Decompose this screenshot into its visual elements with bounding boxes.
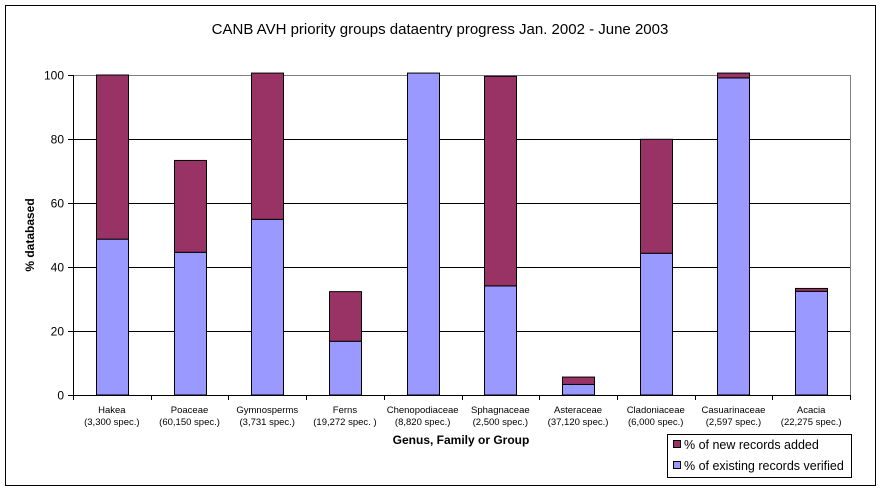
- bar-chenopodiaceae-existing-verified: [407, 72, 440, 396]
- y-axis-title: % databased: [23, 198, 37, 271]
- x-tick-label-ferns: Ferns: [333, 405, 358, 416]
- bar-ferns-existing-verified: [329, 340, 362, 396]
- legend-label-new-records: % of new records added: [684, 438, 819, 452]
- bar-poaceae-existing-verified: [174, 251, 207, 396]
- x-tick-sublabel-gymnosperms: (3,731 spec.): [240, 417, 295, 428]
- legend-swatch-existing-verified: [673, 461, 681, 469]
- y-tick-label-20: 20: [51, 325, 65, 339]
- x-axis-title: Genus, Family or Group: [393, 433, 530, 447]
- bar-hakea-existing-verified: [96, 238, 129, 396]
- legend-swatch-new-records: [673, 440, 681, 448]
- x-tick-sublabel-casuarinaceae: (2,597 spec.): [706, 417, 761, 428]
- x-tick-label-acacia: Acacia: [797, 405, 826, 416]
- axes: 0 20 40 60 80 100: [44, 69, 851, 403]
- bar-casuarinaceae-existing-verified: [717, 77, 750, 396]
- y-tick-label-80: 80: [51, 133, 65, 147]
- x-tick-label-sphagnaceae: Sphagnaceae: [471, 405, 530, 416]
- x-tick-label-cladoniaceae: Cladoniaceae: [627, 405, 685, 416]
- bar-cladoniaceae-new-records: [640, 138, 673, 254]
- x-tick-sublabel-acacia: (22,275 spec.): [781, 417, 842, 428]
- x-tick-label-hakea: Hakea: [98, 405, 126, 416]
- bar-hakea-new-records: [96, 74, 129, 240]
- x-tick-sublabel-chenopodiaceae: (8,820 spec.): [395, 417, 450, 428]
- y-tick-label-60: 60: [51, 197, 65, 211]
- x-tick-sublabel-sphagnaceae: (2,500 spec.): [473, 417, 528, 428]
- bar-gymnosperms-new-records: [251, 72, 284, 220]
- x-tick-sublabel-cladoniaceae: (6,000 spec.): [628, 417, 683, 428]
- legend-label-existing-verified: % of existing records verified: [684, 459, 844, 473]
- legend: % of new records added % of existing rec…: [667, 434, 852, 478]
- bar-ferns-new-records: [329, 291, 362, 342]
- x-tick-label-chenopodiaceae: Chenopodiaceae: [387, 405, 459, 416]
- x-tick-label-gymnosperms: Gymnosperms: [236, 405, 298, 416]
- y-tick-label-40: 40: [51, 261, 65, 275]
- x-tick-sublabel-ferns: (19,272 spec. ): [313, 417, 376, 428]
- bar-sphagnaceae-existing-verified: [484, 285, 517, 396]
- x-tick-sublabel-poaceae: (60,150 spec.): [159, 417, 220, 428]
- bar-casuarinaceae-new-records: [717, 72, 750, 79]
- x-tick-label-casuarinaceae: Casuarinaceae: [701, 405, 765, 416]
- legend-box: [667, 434, 852, 478]
- y-tick-label-100: 100: [44, 69, 64, 83]
- bar-acacia-new-records: [795, 287, 828, 292]
- bar-cladoniaceae-existing-verified: [640, 252, 673, 396]
- bar-poaceae-new-records: [174, 159, 207, 253]
- chart-title: CANB AVH priority groups dataentry progr…: [212, 21, 669, 38]
- bar-sphagnaceae-new-records: [484, 75, 517, 287]
- bars: [96, 72, 828, 396]
- bar-asteraceae-existing-verified: [562, 383, 595, 396]
- x-tick-label-asteraceae: Asteraceae: [554, 405, 602, 416]
- bar-asteraceae-new-records: [562, 376, 595, 385]
- x-tick-sublabel-asteraceae: (37,120 spec.): [548, 417, 609, 428]
- x-tick-sublabel-hakea: (3,300 spec.): [84, 417, 139, 428]
- category-labels: Hakea(3,300 spec.) Poaceae(60,150 spec.) G…: [84, 405, 841, 428]
- x-tick-label-poaceae: Poaceae: [171, 405, 209, 416]
- bar-acacia-existing-verified: [795, 290, 828, 396]
- y-tick-label-0: 0: [57, 389, 64, 403]
- bar-gymnosperms-existing-verified: [251, 218, 284, 396]
